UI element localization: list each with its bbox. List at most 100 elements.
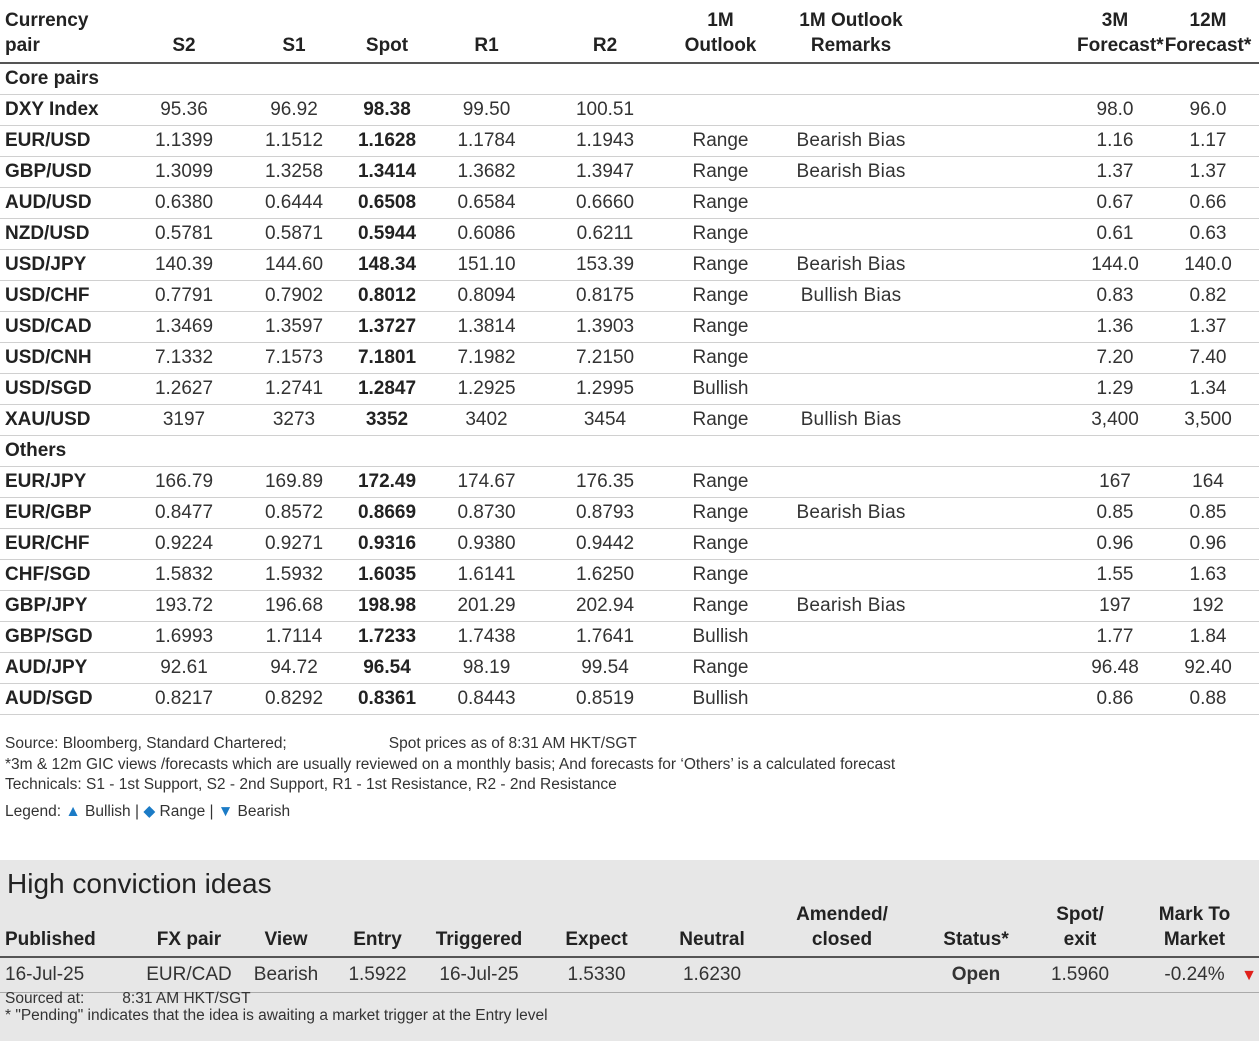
table-row: USD/SGD 1.2627 1.2741 1.2847 1.2925 1.2995 Bul…: [0, 373, 1259, 405]
cell-outlook: Range: [665, 590, 776, 622]
cell-r2: 7.2150: [545, 342, 665, 374]
cell-r1: 174.67: [428, 466, 545, 498]
cell-s2: 0.5781: [126, 218, 242, 250]
sourced-note: Sourced at: 8:31 AM HKT/SGT: [5, 990, 251, 1007]
cell-outlook: Range: [665, 528, 776, 560]
cell-remark: Bullish Bias: [776, 404, 926, 436]
cell-s2: 1.3469: [126, 311, 242, 343]
cell-pair: AUD/USD: [0, 187, 126, 219]
cell-outlook: Range: [665, 652, 776, 684]
cell-3m-forecast: 96.48: [1073, 652, 1157, 684]
cell-remark: [776, 187, 926, 219]
table-row: EUR/JPY 166.79 169.89 172.49 174.67 176.35 Ran…: [0, 466, 1259, 498]
cell-pair: USD/CHF: [0, 280, 126, 312]
col-header-r2: R2: [545, 6, 665, 64]
cell-r1: 1.1784: [428, 125, 545, 157]
cell-spot: 0.8012: [346, 280, 428, 312]
table-notes: Source: Bloomberg, Standard Chartered; Sp…: [5, 734, 895, 822]
cell-r1: 7.1982: [428, 342, 545, 374]
cell-r1: 151.10: [428, 249, 545, 281]
cell-pair: USD/JPY: [0, 249, 126, 281]
cell-spot: 0.9316: [346, 528, 428, 560]
table-row: GBP/JPY 193.72 196.68 198.98 201.29 202.94 Ran…: [0, 590, 1259, 622]
forecast-note: *3m & 12m GIC views /forecasts which are…: [5, 755, 896, 773]
cell-remark: [776, 342, 926, 374]
cell-spacer: [926, 559, 1073, 591]
cell-3m-forecast: 1.55: [1073, 559, 1157, 591]
col-header-view: View: [244, 900, 328, 958]
cell-outlook: Range: [665, 280, 776, 312]
cell-spot: 148.34: [346, 249, 428, 281]
cell-3m-forecast: 0.67: [1073, 187, 1157, 219]
cell-s1: 169.89: [242, 466, 346, 498]
cell-outlook: Bullish: [665, 373, 776, 405]
table-row: DXY Index 95.36 96.92 98.38 99.50 100.51 98.0 9…: [0, 94, 1259, 126]
cell-spacer: [926, 373, 1073, 405]
cell-s1: 0.8292: [242, 683, 346, 715]
cell-spot: 1.3727: [346, 311, 428, 343]
cell-s2: 1.5832: [126, 559, 242, 591]
pending-note: * "Pending" indicates that the idea is a…: [5, 1007, 548, 1024]
cell-spot: 3352: [346, 404, 428, 436]
cell-r1: 1.3682: [428, 156, 545, 188]
cell-r1: 1.2925: [428, 373, 545, 405]
cell-12m-forecast: 7.40: [1157, 342, 1259, 374]
cell-3m-forecast: 0.96: [1073, 528, 1157, 560]
cell-s2: 1.3099: [126, 156, 242, 188]
ideas-header-row: Published FX pair View Entry Triggered E…: [0, 900, 1259, 958]
cell-r1: 99.50: [428, 94, 545, 126]
cell-12m-forecast: 96.0: [1157, 94, 1259, 126]
cell-s2: 0.8217: [126, 683, 242, 715]
cell-12m-forecast: 1.37: [1157, 156, 1259, 188]
cell-remark: [776, 373, 926, 405]
cell-s1: 7.1573: [242, 342, 346, 374]
triangle-down-icon: ▼: [1241, 967, 1257, 984]
col-header-12m-forecast: 12M Forecast*: [1157, 6, 1259, 64]
cell-outlook: Range: [665, 125, 776, 157]
cell-r2: 0.8793: [545, 497, 665, 529]
cell-r1: 1.3814: [428, 311, 545, 343]
idea-published: 16-Jul-25: [0, 957, 134, 993]
cell-s1: 1.5932: [242, 559, 346, 591]
section-title: Others: [0, 435, 1259, 467]
cell-outlook: [665, 94, 776, 126]
col-header-spot-exit: Spot/exit: [1030, 900, 1130, 958]
cell-3m-forecast: 1.36: [1073, 311, 1157, 343]
cell-s2: 92.61: [126, 652, 242, 684]
table-row: XAU/USD 3197 3273 3352 3402 3454 Range Bullish …: [0, 404, 1259, 436]
cell-r2: 3454: [545, 404, 665, 436]
cell-r2: 0.6211: [545, 218, 665, 250]
cell-spot: 1.3414: [346, 156, 428, 188]
col-header-status: Status*: [922, 900, 1030, 958]
cell-s2: 0.6380: [126, 187, 242, 219]
idea-status: Open: [922, 957, 1030, 993]
cell-s1: 1.3597: [242, 311, 346, 343]
cell-outlook: Range: [665, 497, 776, 529]
cell-s1: 0.5871: [242, 218, 346, 250]
cell-3m-forecast: 98.0: [1073, 94, 1157, 126]
cell-pair: EUR/USD: [0, 125, 126, 157]
cell-r1: 0.8443: [428, 683, 545, 715]
idea-neutral: 1.6230: [662, 957, 762, 993]
cell-remark: [776, 528, 926, 560]
cell-3m-forecast: 0.86: [1073, 683, 1157, 715]
col-header-published: Published: [0, 900, 134, 958]
cell-r2: 1.1943: [545, 125, 665, 157]
cell-remark: [776, 218, 926, 250]
col-header-s2: S2: [126, 6, 242, 64]
table-row: USD/JPY 140.39 144.60 148.34 151.10 153.39 Ran…: [0, 249, 1259, 281]
cell-pair: USD/SGD: [0, 373, 126, 405]
cell-3m-forecast: 0.61: [1073, 218, 1157, 250]
diamond-icon: ◆: [143, 802, 156, 820]
cell-r2: 1.2995: [545, 373, 665, 405]
idea-view: Bearish: [244, 957, 328, 993]
cell-spot: 0.5944: [346, 218, 428, 250]
fx-table-body: Core pairs DXY Index 95.36 96.92 98.38 99.50 1…: [0, 63, 1259, 715]
cell-r1: 1.7438: [428, 621, 545, 653]
cell-s1: 0.7902: [242, 280, 346, 312]
fx-technicals-table: Currency pair S2 S1 Spot R1 R2 1M Outlook …: [0, 6, 1259, 715]
cell-12m-forecast: 1.34: [1157, 373, 1259, 405]
cell-r1: 0.6086: [428, 218, 545, 250]
table-row: AUD/SGD 0.8217 0.8292 0.8361 0.8443 0.8519 Bul…: [0, 683, 1259, 715]
col-header-mtm: Mark To Market: [1130, 900, 1259, 958]
